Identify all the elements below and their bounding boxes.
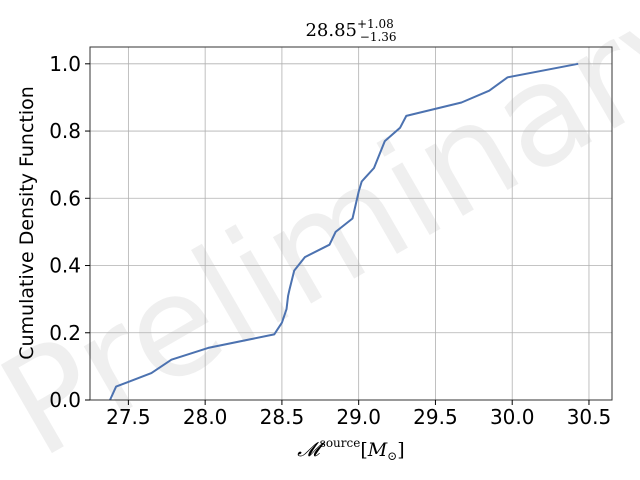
- y-axis-label: Cumulative Density Function: [16, 86, 38, 360]
- plot-frame: [89, 46, 613, 401]
- xlabel-sup: source: [320, 436, 361, 450]
- xlabel-unit-open: [: [360, 439, 367, 461]
- x-tick-label: 27.5: [106, 405, 151, 429]
- x-tick-label: 29.0: [336, 405, 381, 429]
- y-tick-label: 0.4: [49, 254, 81, 278]
- y-ticks: 0.0 0.2 0.4 0.6 0.8 1.0: [49, 52, 90, 412]
- grid: [90, 47, 612, 401]
- x-tick-label: 29.5: [413, 405, 458, 429]
- y-tick-label: 0.6: [49, 186, 81, 210]
- y-tick-label: 0.2: [49, 321, 81, 345]
- y-tick-label: 0.8: [49, 119, 81, 143]
- title-sub: −1.36: [360, 30, 397, 44]
- x-tick-label: 30.5: [567, 405, 612, 429]
- chart-title: 28.85+1.08 −1.36: [305, 17, 396, 44]
- xlabel-unit-close: ]: [397, 439, 404, 461]
- x-tick-label: 28.5: [260, 405, 305, 429]
- x-axis-label: 𝓜source[M⊙]: [297, 436, 404, 463]
- x-tick-label: 28.0: [183, 405, 228, 429]
- y-tick-label: 0.0: [49, 388, 81, 412]
- title-base: 28.85: [305, 20, 357, 41]
- cdf-line: [109, 62, 579, 401]
- x-tick-label: 30.0: [490, 405, 535, 429]
- title-sup: +1.08: [357, 17, 394, 31]
- xlabel-unit-sub: ⊙: [387, 449, 397, 463]
- x-ticks: 27.5 28.0 28.5 29.0 29.5 30.0 30.5: [106, 400, 611, 429]
- series-group: [109, 62, 579, 401]
- y-tick-label: 1.0: [49, 52, 81, 76]
- xlabel-unit-symbol: M: [367, 439, 388, 461]
